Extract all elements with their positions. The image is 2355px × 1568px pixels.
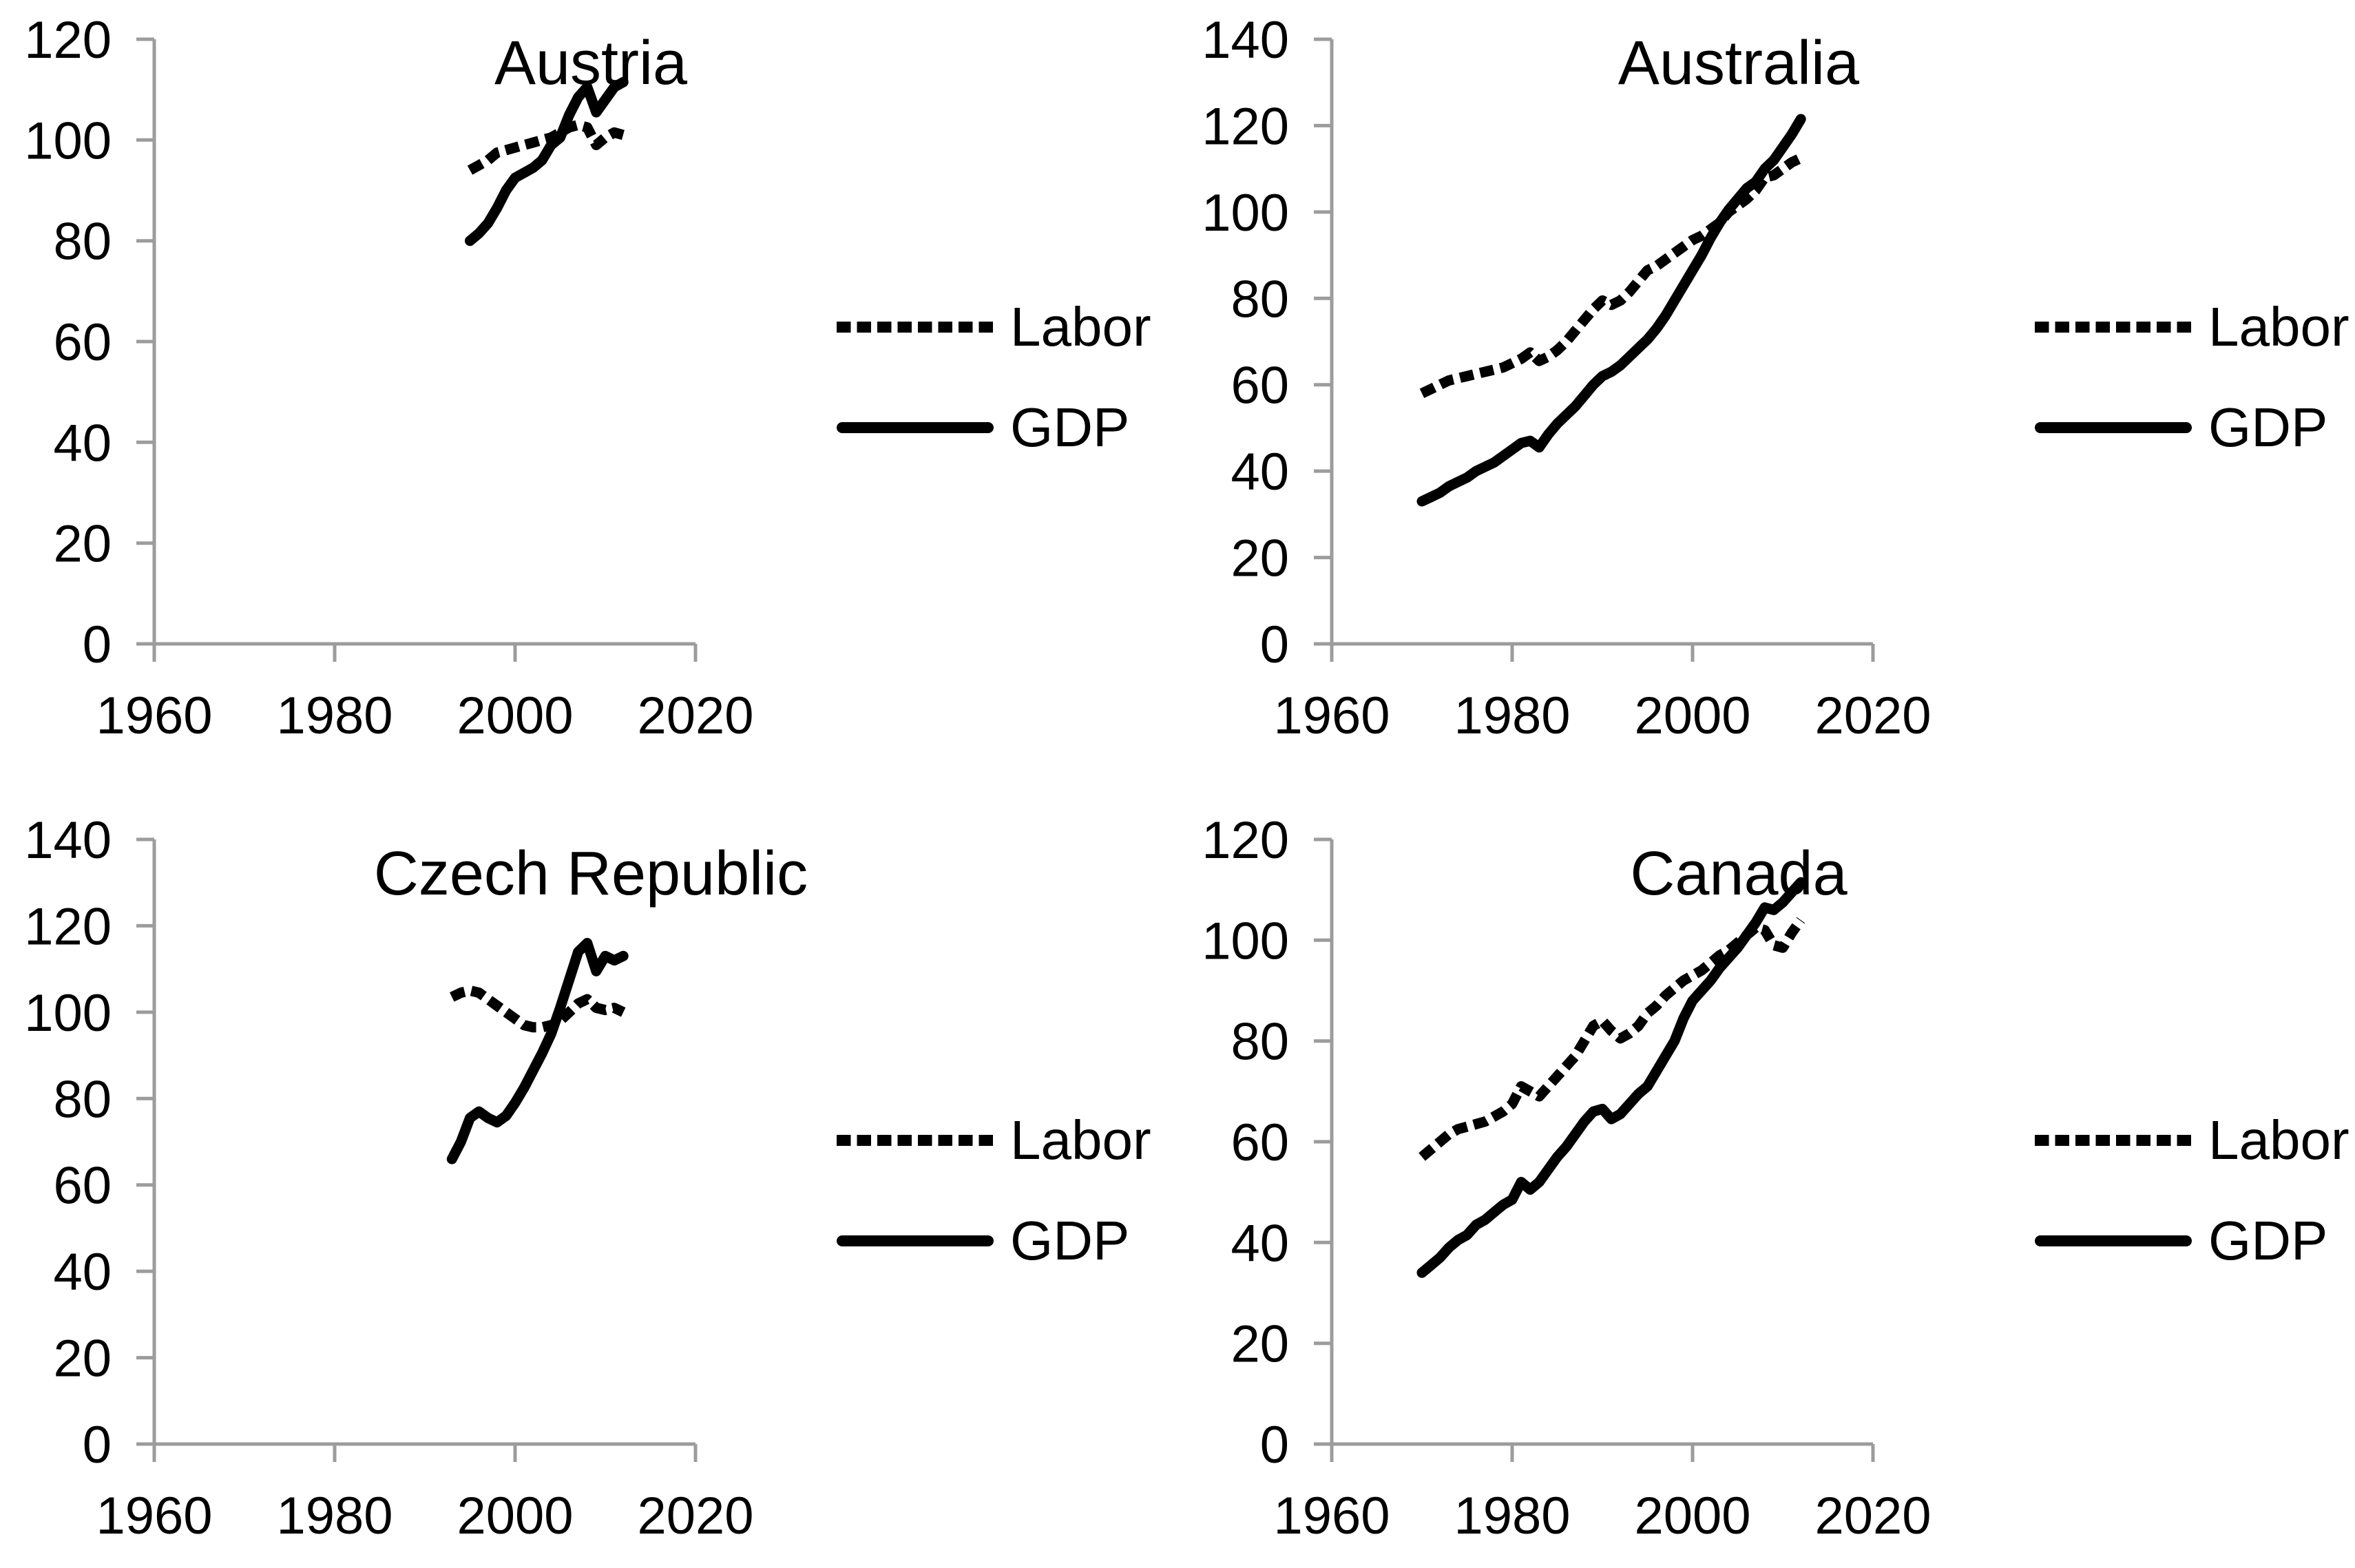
y-tick-label: 100 bbox=[1202, 912, 1289, 970]
y-tick-label: 80 bbox=[1231, 1013, 1289, 1072]
legend-label-labor: Labor bbox=[2208, 296, 2349, 357]
y-tick-label: 0 bbox=[1260, 1416, 1289, 1474]
x-tick-label: 2020 bbox=[1814, 687, 1931, 745]
labor-line-sample-icon bbox=[837, 1135, 994, 1146]
y-tick-label: 20 bbox=[53, 515, 112, 574]
labor-line-sample-icon bbox=[2035, 322, 2192, 333]
legend: Labor GDP bbox=[837, 293, 1151, 462]
canada-chart: 0 20 40 60 80 100 120 1960 1980 2000 2020 Canada bbox=[1202, 811, 1931, 1545]
y-tick-label: 40 bbox=[1231, 1214, 1289, 1273]
y-tick-label: 140 bbox=[24, 811, 112, 870]
x-tick-label: 2020 bbox=[637, 687, 753, 745]
labor-line bbox=[467, 119, 625, 175]
x-tick-label: 2000 bbox=[1634, 1487, 1750, 1545]
gdp-line bbox=[446, 938, 629, 1164]
y-tick-label: 0 bbox=[83, 616, 112, 674]
labor-line-sample-icon bbox=[2035, 1135, 2192, 1146]
y-tick-label: 60 bbox=[1231, 357, 1289, 415]
gdp-line bbox=[1416, 877, 1806, 1278]
labor-line bbox=[450, 985, 626, 1033]
x-tick-label: 1960 bbox=[1273, 687, 1390, 745]
y-tick-label: 40 bbox=[53, 1243, 112, 1302]
legend-label-labor: Labor bbox=[2208, 1109, 2349, 1171]
y-tick-label: 20 bbox=[1231, 530, 1289, 588]
y-tick-label: 120 bbox=[1202, 811, 1289, 870]
y-tick-label: 80 bbox=[53, 1070, 112, 1129]
chart-title: Australia bbox=[1618, 29, 1860, 98]
chart-panel-austria: 0 20 40 60 80 100 120 1960 1980 2000 2020 Austria L… bbox=[0, 0, 1178, 784]
legend-label-gdp: GDP bbox=[1010, 1210, 1130, 1271]
australia-chart: 0 20 40 60 80 100 120 140 1960 1980 2000 2020 Austra… bbox=[1202, 11, 1931, 745]
legend-label-gdp: GDP bbox=[2208, 397, 2328, 458]
x-tick-label: 2000 bbox=[457, 1487, 573, 1545]
y-tick-label: 20 bbox=[53, 1330, 112, 1388]
gdp-line bbox=[465, 76, 629, 247]
chart-title: Czech Republic bbox=[374, 839, 808, 908]
gdp-line-sample-icon bbox=[837, 1235, 994, 1246]
x-tick-label: 1980 bbox=[1454, 687, 1570, 745]
legend-label-labor: Labor bbox=[1010, 296, 1151, 357]
chart-panel-czech-republic: 0 20 40 60 80 100 120 140 1960 1980 2000 2020 Czech … bbox=[0, 784, 1178, 1568]
chart-panel-australia: 0 20 40 60 80 100 120 140 1960 1980 2000 2020 Austra… bbox=[1178, 0, 2355, 784]
x-tick-label: 1980 bbox=[1454, 1487, 1570, 1545]
legend-entry-gdp: GDP bbox=[2035, 393, 2349, 462]
y-tick-label: 60 bbox=[53, 1157, 112, 1215]
y-tick-label: 100 bbox=[24, 112, 112, 170]
y-tick-label: 0 bbox=[1260, 616, 1289, 674]
legend: Labor GDP bbox=[2035, 293, 2349, 462]
legend-entry-labor: Labor bbox=[837, 293, 1151, 362]
x-tick-label: 1980 bbox=[276, 1487, 392, 1545]
gdp-line-sample-icon bbox=[2035, 422, 2192, 433]
y-tick-label: 80 bbox=[1231, 270, 1289, 328]
gdp-line-sample-icon bbox=[2035, 1235, 2192, 1246]
x-tick-label: 1980 bbox=[276, 687, 392, 745]
x-tick-label: 2000 bbox=[457, 687, 573, 745]
x-tick-label: 2020 bbox=[1814, 1487, 1931, 1545]
labor-line-sample-icon bbox=[837, 322, 994, 333]
y-tick-label: 0 bbox=[83, 1416, 112, 1474]
x-tick-label: 1960 bbox=[96, 687, 212, 745]
y-tick-label: 20 bbox=[1231, 1315, 1289, 1374]
czech-republic-chart: 0 20 40 60 80 100 120 140 1960 1980 2000 2020 Czech … bbox=[24, 811, 808, 1545]
labor-line bbox=[1419, 153, 1803, 399]
legend-entry-gdp: GDP bbox=[837, 393, 1151, 462]
gdp-line-sample-icon bbox=[837, 422, 994, 433]
legend-entry-labor: Labor bbox=[2035, 1106, 2349, 1175]
legend-entry-labor: Labor bbox=[2035, 293, 2349, 362]
legend: Labor GDP bbox=[837, 1106, 1151, 1275]
x-tick-label: 2020 bbox=[637, 1487, 753, 1545]
legend-label-labor: Labor bbox=[1010, 1109, 1151, 1171]
gdp-line bbox=[1416, 114, 1806, 507]
y-tick-label: 100 bbox=[1202, 184, 1289, 242]
y-tick-label: 40 bbox=[53, 414, 112, 472]
x-tick-label: 1960 bbox=[96, 1487, 212, 1545]
y-tick-label: 40 bbox=[1231, 443, 1289, 501]
y-tick-label: 120 bbox=[24, 11, 112, 70]
y-tick-label: 80 bbox=[53, 213, 112, 271]
x-tick-label: 2000 bbox=[1634, 687, 1750, 745]
legend-label-gdp: GDP bbox=[1010, 397, 1130, 458]
y-tick-label: 120 bbox=[24, 897, 112, 956]
y-tick-label: 140 bbox=[1202, 11, 1289, 70]
legend-entry-gdp: GDP bbox=[837, 1206, 1151, 1275]
legend-entry-labor: Labor bbox=[837, 1106, 1151, 1175]
y-tick-label: 100 bbox=[24, 984, 112, 1043]
chart-title: Canada bbox=[1630, 839, 1848, 908]
y-tick-label: 60 bbox=[53, 313, 112, 372]
legend-label-gdp: GDP bbox=[2208, 1210, 2328, 1271]
x-tick-label: 1960 bbox=[1273, 1487, 1390, 1545]
legend: Labor GDP bbox=[2035, 1106, 2349, 1275]
y-tick-label: 120 bbox=[1202, 97, 1289, 156]
y-tick-label: 60 bbox=[1231, 1114, 1289, 1172]
chart-panel-canada: 0 20 40 60 80 100 120 1960 1980 2000 2020 Canada La… bbox=[1178, 784, 2355, 1568]
legend-entry-gdp: GDP bbox=[2035, 1206, 2349, 1275]
